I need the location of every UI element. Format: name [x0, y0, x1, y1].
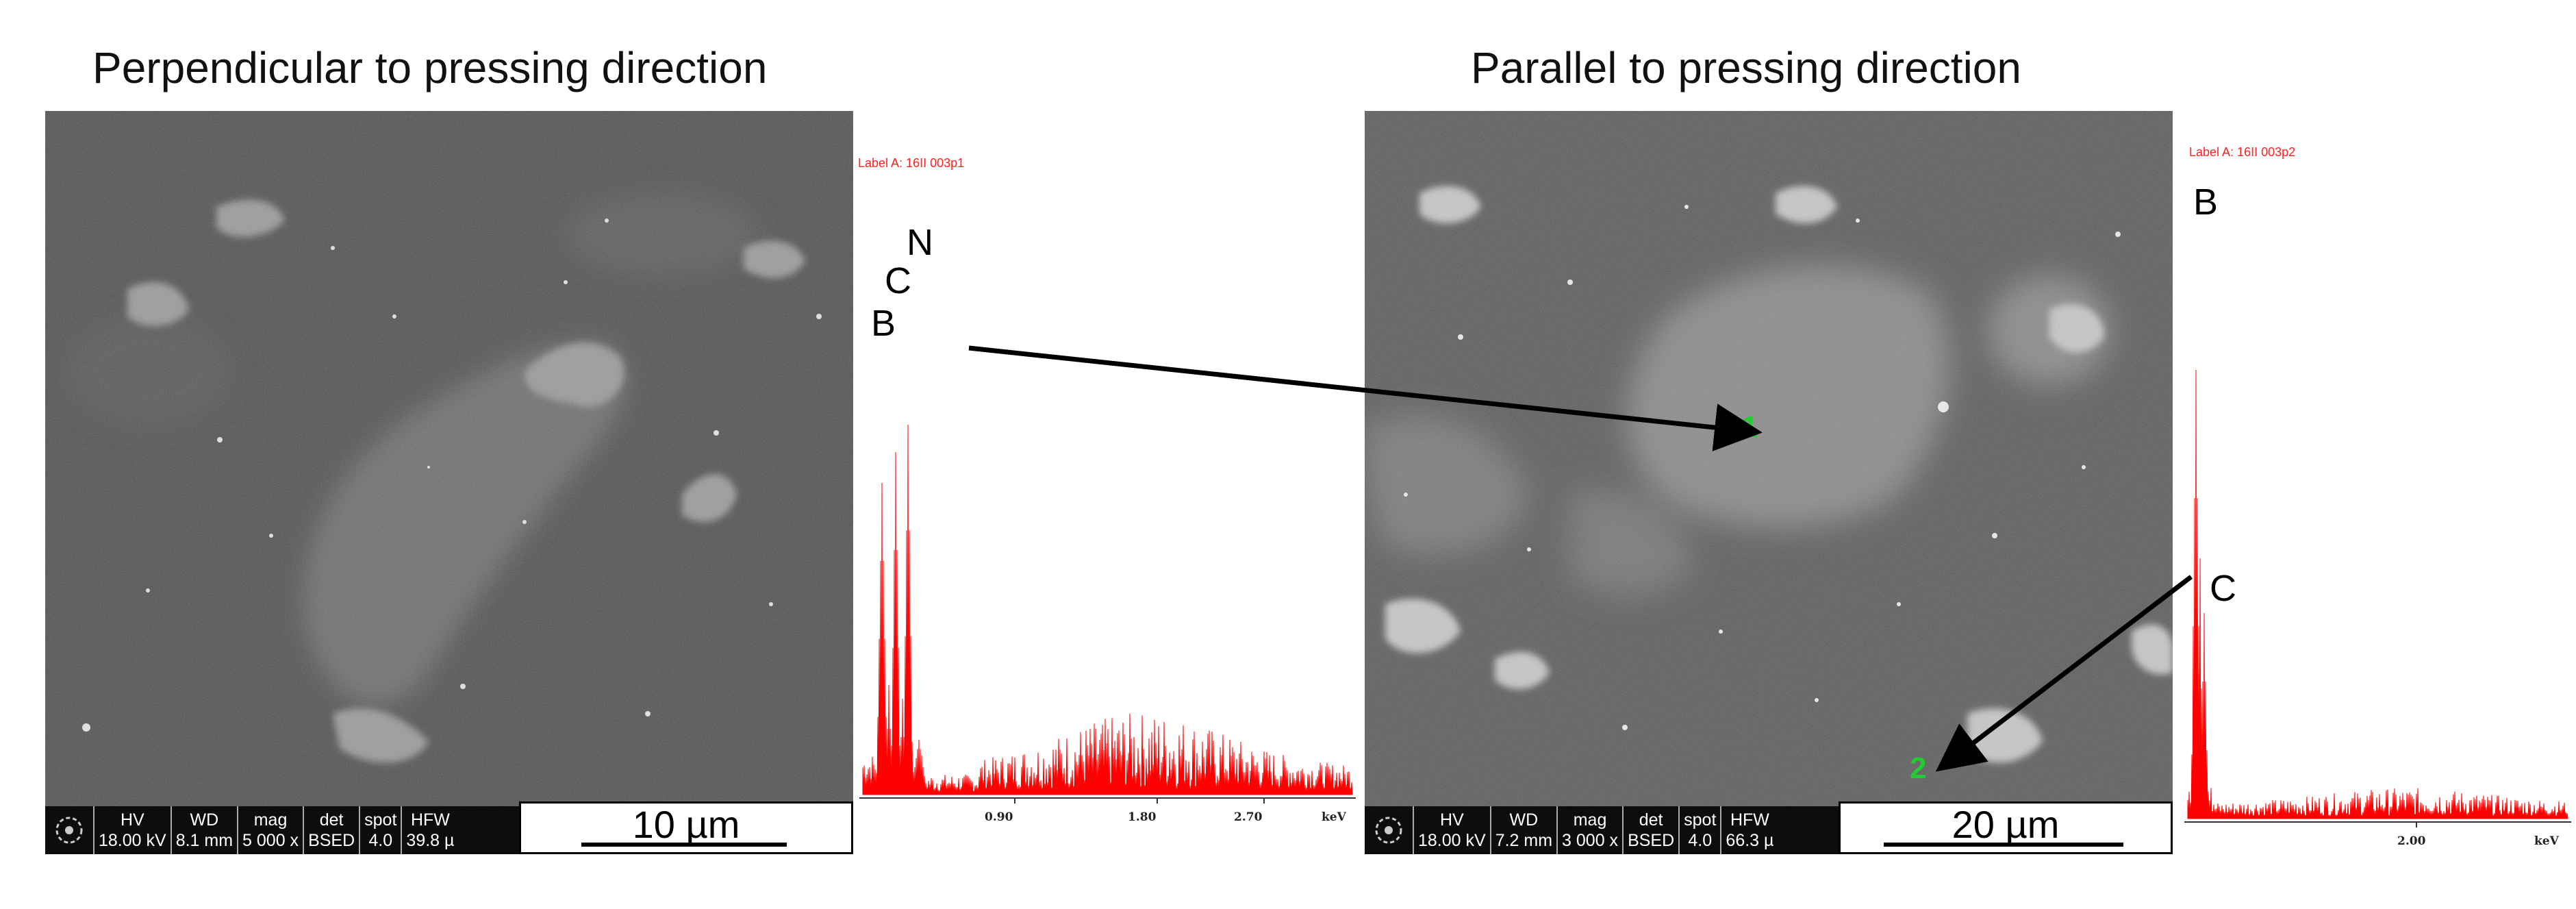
databar-mag: mag 3 000 x: [1558, 806, 1624, 854]
left-scale-bar: 10 µm: [519, 801, 853, 854]
left-eds-spectrum: Label A: 16II 003p1 B C N 0.90 1.80 2.70…: [856, 147, 1356, 846]
left-spectrum-plot: [859, 424, 1356, 804]
databar-hv: HV 18.00 kV: [94, 806, 172, 854]
databar-hfw: HFW 39.8 µ: [406, 810, 455, 850]
instrument-logo-icon: [1365, 806, 1414, 854]
right-scale-line: [1884, 843, 2123, 847]
right-panel-title: Parallel to pressing direction: [1471, 43, 2021, 92]
right-unit-label: keV: [2534, 834, 2559, 846]
databar-det: det BSED: [1624, 806, 1680, 854]
point-marker-2: 2: [1910, 751, 1927, 785]
left-tick-2: 2.70: [1234, 810, 1263, 824]
left-unit-label: keV: [1322, 810, 1346, 824]
right-tick-0: 2.00: [2397, 834, 2426, 846]
right-scale-bar: 20 µm: [1839, 801, 2173, 854]
databar-hfw: HFW 66.3 µ: [1726, 810, 1774, 850]
databar-spot: spot 4.0: [1680, 806, 1722, 854]
left-sem-image: [45, 111, 853, 806]
instrument-logo-icon: [45, 806, 94, 854]
left-tick-0: 0.90: [985, 810, 1013, 824]
left-panel-title: Perpendicular to pressing direction: [92, 43, 768, 92]
databar-mag: mag 5 000 x: [238, 806, 305, 854]
spectrum-trace: [2187, 369, 2568, 819]
spectrum-trace: [862, 424, 1353, 795]
right-spectrum-plot: [2184, 369, 2571, 827]
left-scale-label: 10 µm: [632, 803, 740, 846]
point-marker-1: 1: [1741, 410, 1758, 444]
right-eds-spectrum: Label A: 16II 003p2 B C 2.00 keV: [2181, 137, 2571, 846]
left-scale-line: [581, 843, 787, 847]
databar-wd: WD 8.1 mm: [172, 806, 239, 854]
peak-label-n: N: [907, 222, 933, 263]
right-sem-databar: HV 18.00 kV WD 7.2 mm mag 3 000 x det BSED s…: [1365, 806, 1839, 854]
right-sem-image: [1365, 111, 2173, 806]
peak-label-c: C: [2210, 568, 2236, 609]
peak-label-b: B: [871, 303, 896, 344]
left-sem-databar: HV 18.00 kV WD 8.1 mm mag 5 000 x det BSED s…: [45, 806, 519, 854]
databar-det: det BSED: [304, 806, 361, 854]
left-spectrum-label: Label A: 16II 003p1: [858, 156, 965, 170]
left-tick-1: 1.80: [1128, 810, 1157, 824]
left-sem-texture: [45, 111, 853, 806]
right-spectrum-label: Label A: 16II 003p2: [2189, 145, 2296, 159]
databar-wd: WD 7.2 mm: [1491, 806, 1558, 854]
peak-label-b: B: [2193, 182, 2219, 223]
peak-label-c: C: [885, 260, 911, 301]
databar-hv: HV 18.00 kV: [1414, 806, 1491, 854]
right-scale-label: 20 µm: [1952, 803, 2060, 846]
right-sem-texture: [1365, 111, 2173, 806]
databar-spot: spot 4.0: [360, 806, 403, 854]
